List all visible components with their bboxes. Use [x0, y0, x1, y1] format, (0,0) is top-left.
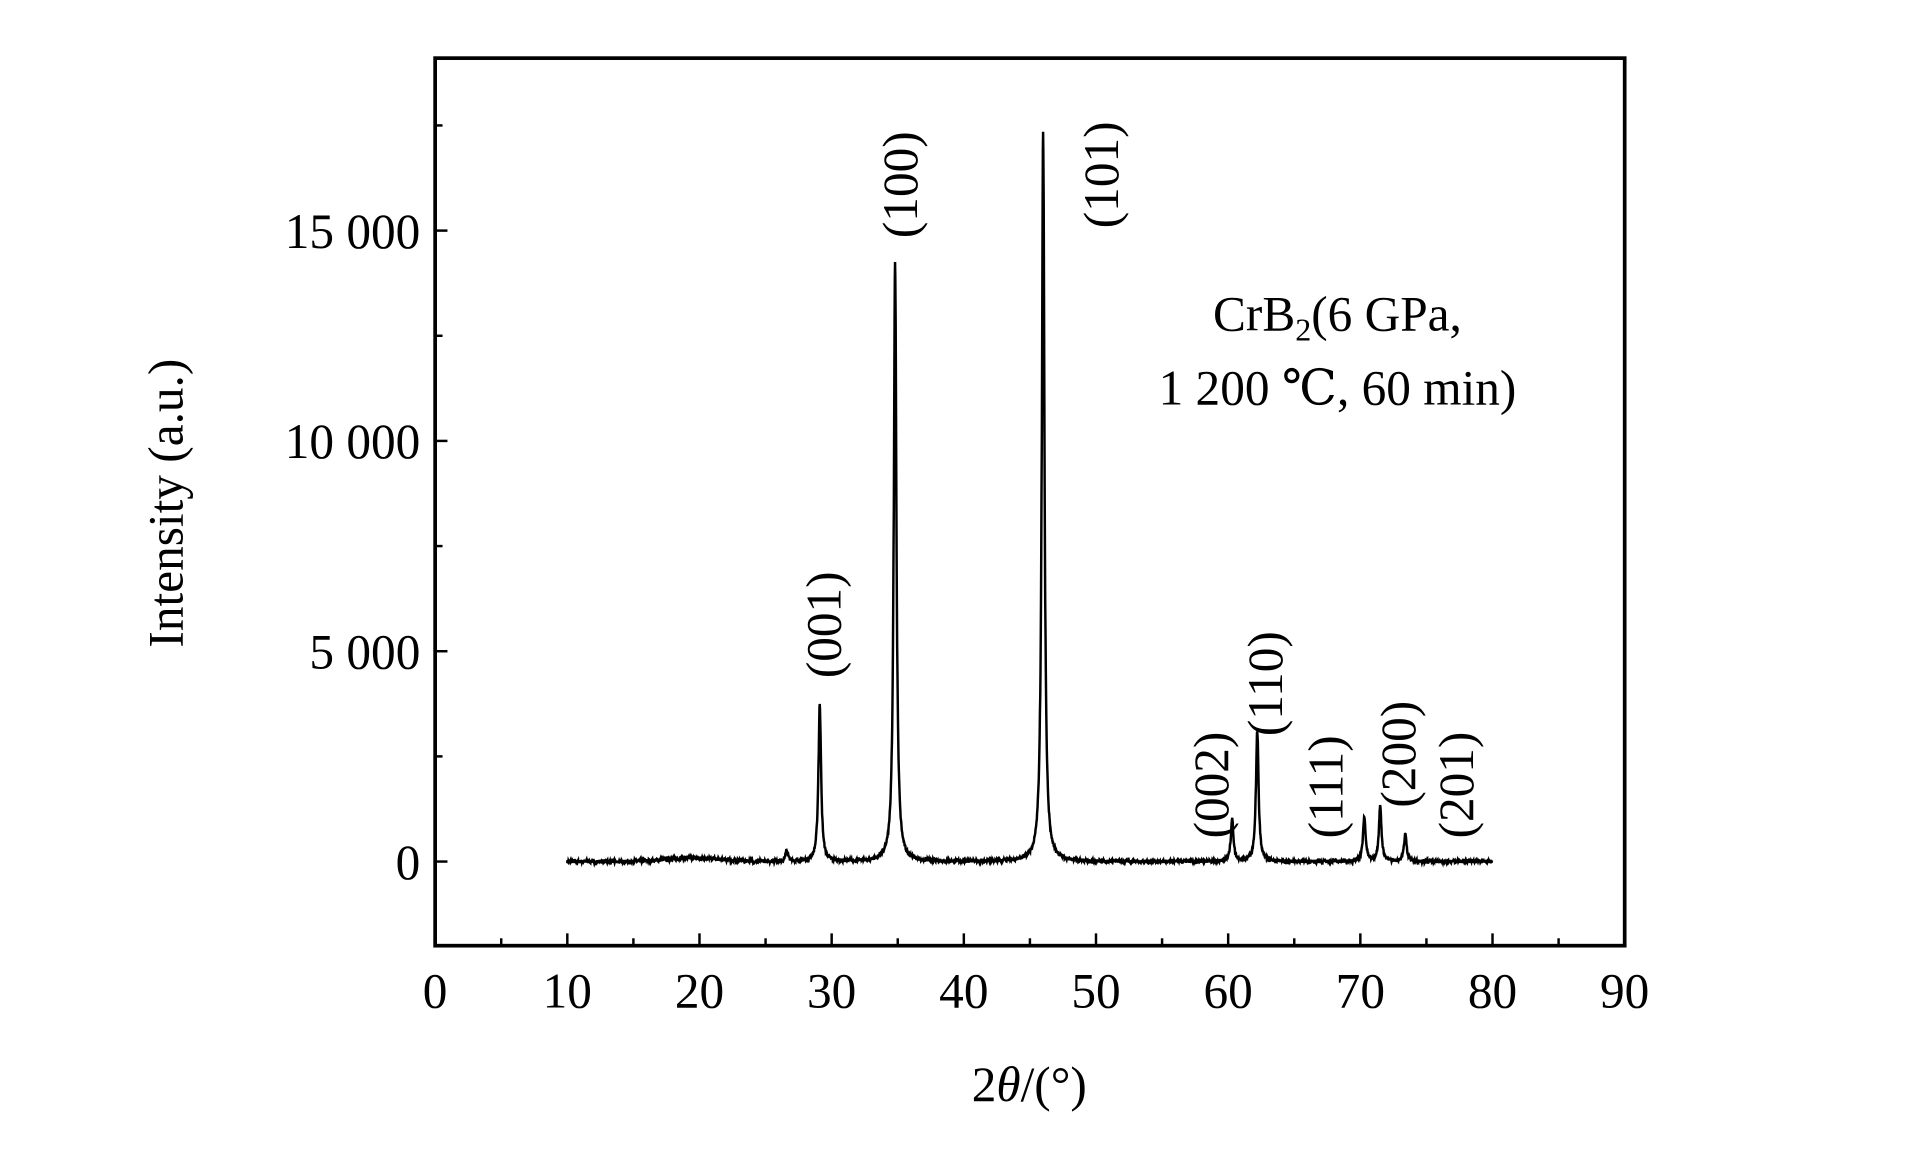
x-tick-label: 80: [1468, 963, 1517, 1018]
xrd-pattern-line: [566, 131, 1494, 868]
y-tick-label: 5 000: [309, 624, 420, 679]
axes: 0 10 20 30 40 50 60 70 80 90 0 5 000 10 000 15 000: [285, 56, 1649, 1018]
x-tick-label: 30: [807, 963, 856, 1018]
peak-label: (110): [1238, 631, 1293, 736]
x-tick-label: 20: [675, 963, 724, 1018]
y-tick-label: 0: [396, 835, 421, 890]
x-tick-label: 60: [1204, 963, 1253, 1018]
x-tick-label: 90: [1600, 963, 1649, 1018]
peak-labels: (001) (100) (101) (002)(110)(111) (200) (201): [797, 121, 1484, 838]
x-tick-label: 70: [1336, 963, 1385, 1018]
x-axis-label: 2θ/(°): [972, 1057, 1087, 1112]
peak-label: (001): [797, 571, 852, 678]
peak-label: (201): [1429, 732, 1484, 839]
y-tick-label: 10 000: [285, 414, 421, 469]
x-tick-label: 0: [423, 963, 448, 1018]
y-tick-label: 15 000: [285, 204, 421, 259]
peak-label: (111): [1298, 735, 1353, 838]
peak-label: (100): [873, 131, 928, 238]
peak-label: (101): [1074, 121, 1129, 228]
svg-text:1 200 ℃, 60 min): 1 200 ℃, 60 min): [1159, 361, 1517, 416]
x-tick-label: 50: [1071, 963, 1120, 1018]
sample-annotation: CrB2(6 GPa, 1 200 ℃, 60 min): [1159, 287, 1517, 416]
y-axis-label: Intensity (a.u.): [138, 359, 193, 648]
svg-text:CrB2(6 GPa,: CrB2(6 GPa,: [1213, 287, 1462, 348]
x-tick-label: 10: [543, 963, 592, 1018]
peak-label: (200): [1371, 701, 1426, 808]
x-tick-label: 40: [939, 963, 988, 1018]
peak-label: (002): [1184, 732, 1239, 839]
